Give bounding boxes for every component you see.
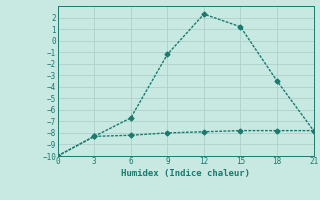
X-axis label: Humidex (Indice chaleur): Humidex (Indice chaleur) [121,169,250,178]
